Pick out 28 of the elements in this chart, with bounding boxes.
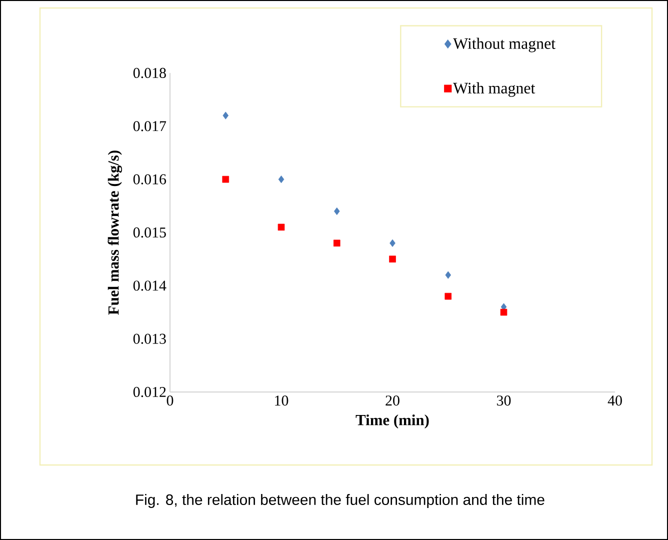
point [278,176,284,184]
x-tick-label: 20 [386,396,400,406]
point [278,224,285,231]
x-tick-label: 10 [275,396,288,406]
caption: Fig. 8, the relation between the fuel consumption and the time [136,494,544,508]
point [334,207,340,216]
point [389,256,396,262]
x-tick-label: 30 [497,396,511,406]
y-tick-label: 0.014 [133,280,166,291]
point [444,292,452,300]
point [390,239,396,247]
x-tick-label: 40 [608,396,622,406]
x-tick-label: 0 [166,396,174,406]
y-tick-label: 0.017 [133,121,166,132]
y-axis-title: Fuel mass flowrate (kg/s) [108,150,122,315]
point [445,271,452,279]
y-tick-label: 0.015 [133,227,166,238]
point [333,240,340,247]
y-tick-label: 0.018 [133,68,166,78]
x-axis-title: Time (min) [356,414,429,428]
point [500,308,508,316]
legend-label: Without magnet [453,38,556,52]
y-tick-label: 0.013 [133,334,166,344]
point [222,112,229,120]
y-tick-label: 0.016 [133,174,166,184]
point [222,176,230,183]
legend-label: With magnet [453,82,536,97]
y-tick-label: 0.012 [133,386,166,398]
